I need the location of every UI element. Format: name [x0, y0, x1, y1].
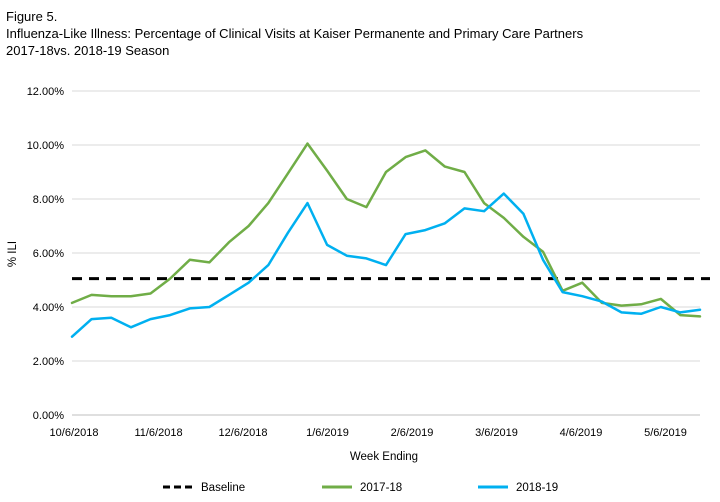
chart-title-block: Figure 5. Influenza-Like Illness: Percen… [6, 8, 583, 59]
y-tick-label: 2.00% [33, 356, 64, 368]
x-tick-label: 3/6/2019 [475, 427, 518, 439]
chart-subtitle: 2017-18vs. 2018-19 Season [6, 43, 170, 58]
x-axis-ticks: 10/6/2018 11/6/2018 12/6/2018 1/6/2019 2/6/2… [50, 427, 687, 439]
x-tick-label: 1/6/2019 [306, 427, 349, 439]
series-line-2018-19 [70, 192, 702, 338]
x-tick-label: 2/6/2019 [391, 427, 434, 439]
series-line-2017-18 [70, 142, 702, 318]
figure-label: Figure 5. [6, 9, 58, 24]
series-lines [70, 142, 710, 338]
legend-label: 2018-19 [516, 482, 558, 494]
y-tick-label: 6.00% [33, 248, 64, 260]
x-tick-label: 5/6/2019 [644, 427, 687, 439]
legend-label: 2017-18 [360, 482, 402, 494]
x-tick-label: 4/6/2019 [560, 427, 603, 439]
x-tick-label: 12/6/2018 [219, 427, 268, 439]
x-tick-label: 10/6/2018 [50, 427, 99, 439]
x-tick-label: 11/6/2018 [134, 427, 182, 439]
legend: Baseline 2017-18 2018-19 [163, 482, 558, 494]
chart-title: Influenza-Like Illness: Percentage of Cl… [6, 26, 584, 41]
x-axis-title: Week Ending [350, 451, 418, 463]
gridlines [72, 90, 700, 416]
y-axis-title: % ILI [7, 241, 19, 267]
y-tick-label: 10.00% [27, 140, 65, 152]
y-tick-label: 0.00% [33, 410, 64, 422]
y-tick-label: 8.00% [33, 194, 64, 206]
legend-label: Baseline [201, 482, 245, 494]
y-axis-ticks: 0.00% 2.00% 4.00% 6.00% 8.00% 10.00% 12.00% [27, 86, 65, 422]
y-tick-label: 12.00% [27, 86, 65, 98]
y-tick-label: 4.00% [33, 302, 64, 314]
